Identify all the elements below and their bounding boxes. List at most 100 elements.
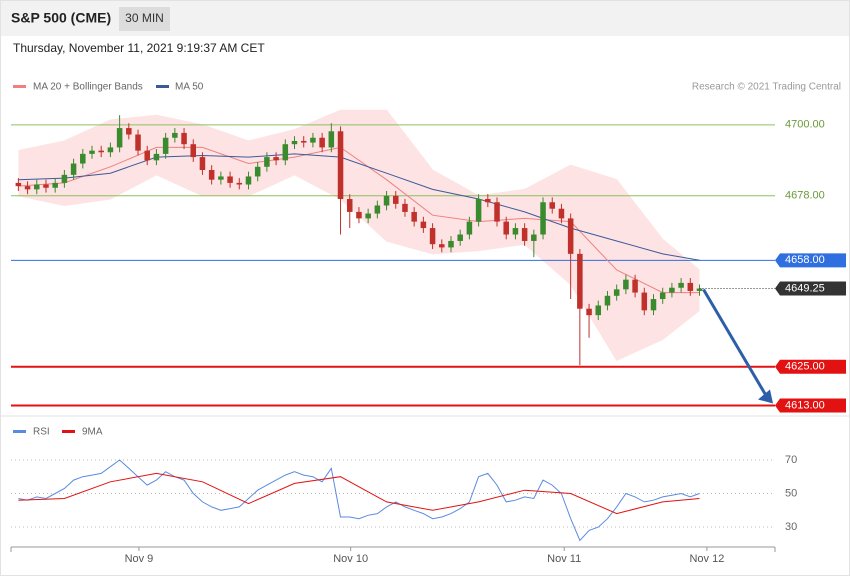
candle-body [310,137,316,143]
legend-label: 9MA [82,427,103,438]
candle-body [512,228,519,235]
candle-body [89,150,95,154]
candle-body [190,144,197,158]
candle-body [80,153,86,164]
legend-label: RSI [33,427,50,438]
x-tick-label: Nov 10 [333,553,368,565]
candle-body [199,157,206,170]
y-tick-label: 30 [785,521,797,533]
candle-body [61,174,68,183]
level-label: 4678.00 [785,190,825,202]
candle-body [181,132,187,145]
candle-body [503,221,509,235]
candle-body [153,153,160,161]
legend-swatch [13,85,26,88]
candle-body [98,150,104,153]
candle-body [107,147,114,153]
timeframe-box [119,7,170,31]
level-label: 4700.00 [785,119,825,131]
candle-body [70,163,77,175]
candle-body [659,292,666,300]
level-tag [775,253,846,268]
x-tick-label: Nov 11 [547,553,581,565]
candle-body [346,199,353,212]
candle-body [218,176,224,180]
level-label: 4613.00 [785,399,825,411]
legend-swatch [13,430,26,433]
candle-body [291,140,298,145]
candle-body [604,295,611,306]
candle-body [245,176,252,185]
level-tag [775,359,846,374]
y-tick-label: 50 [785,487,797,499]
candle-body [678,282,684,288]
candle-body [135,134,141,151]
forecast-arrowhead [758,389,773,404]
candle-body [521,228,528,241]
chart-title: S&P 500 (CME) [11,10,111,26]
candle-body [356,211,362,219]
source: Research © 2021 Trading Central [692,82,841,93]
candle-body [669,287,675,293]
candle-body [475,199,482,222]
candle-body [52,182,58,188]
candle-body [365,213,371,219]
legend-swatch [62,430,75,433]
candle-body [337,131,344,200]
candle-body [466,221,473,235]
candle-body [623,279,629,290]
candle-body [549,202,556,209]
candle-body [172,132,178,138]
candle-body [558,208,565,219]
level-label: 4658.00 [785,254,825,266]
candle-body [300,140,307,143]
candle-body [393,195,399,204]
x-tick-label: Nov 12 [689,553,724,565]
candle-body [494,202,500,222]
forecast-arrow [702,288,768,397]
candle-body [227,176,233,183]
legend-label: MA 20 + Bollinger Bands [33,82,143,93]
candle-body [126,128,132,135]
last-price-tag [775,281,846,296]
candle-body [540,202,546,235]
y-tick-label: 70 [785,454,797,466]
candle-body [567,218,574,254]
candle-body [24,186,31,190]
legend-swatch [156,85,169,88]
candle-body [485,199,491,203]
candle-body [162,137,169,154]
candle-body [696,288,703,291]
candle-body [319,137,325,148]
candle-body [34,184,40,190]
candle-body [420,221,427,229]
candle-body [411,211,417,222]
candle-body [687,282,694,291]
candle-body [650,299,657,311]
band-upper [18,109,700,271]
candle-body [448,240,454,248]
band-lower [18,174,700,361]
candle-body [15,182,22,187]
candle-body [632,279,638,293]
subtitle: Thursday, November 11, 2021 9:19:37 AM C… [13,41,265,55]
legend-label: MA 50 [175,82,204,93]
candle-body [144,150,150,161]
candle-body [577,253,583,309]
candle-body [531,234,537,241]
candle-body [236,182,243,185]
level-label: 4625.00 [785,361,825,373]
band-fill [18,110,700,361]
candle-body [402,203,408,212]
candle-body [439,244,445,248]
ma50-line [18,153,700,261]
candle-body [429,228,436,245]
candle-body [457,234,463,241]
candle-body [254,166,261,177]
candle-body [116,128,123,148]
ma20-line [18,146,700,294]
x-tick-label: Nov 9 [125,553,154,565]
candle-body [328,131,335,148]
candle-body [374,205,381,214]
